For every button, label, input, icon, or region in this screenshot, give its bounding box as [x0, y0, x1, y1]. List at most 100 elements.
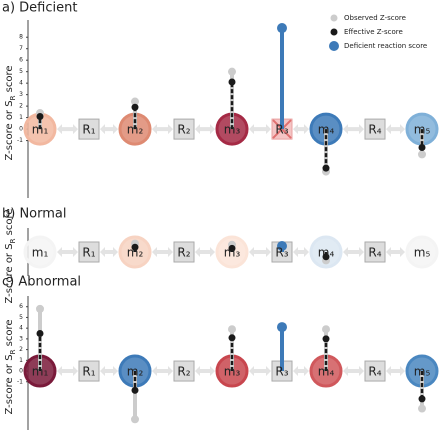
y-axis-label-part: Z-score or S: [4, 243, 15, 303]
double-arrow: [293, 366, 309, 377]
reaction-label: R₃: [275, 365, 288, 379]
y-axis-label-part: score: [4, 65, 15, 95]
double-arrow: [100, 247, 118, 257]
double-arrow: [57, 366, 78, 377]
metabolite-node: [23, 235, 57, 269]
reaction-node: [364, 118, 386, 140]
effective-dot: [228, 334, 236, 342]
effective-dot: [418, 143, 426, 151]
metabolite-label: m₄: [318, 365, 335, 379]
metabolite-label: m₁: [32, 123, 49, 137]
y-tick-label: 8: [19, 34, 23, 41]
y-tick-label: 3: [19, 335, 23, 342]
effective-dot: [228, 244, 236, 252]
y-axis-label-part: R: [9, 349, 17, 354]
reaction-label: R₄: [368, 123, 381, 137]
y-tick-label: 1: [19, 114, 23, 121]
y-tick-label: 5: [19, 314, 23, 321]
y-tick-label: 4: [19, 80, 23, 87]
double-arrow: [249, 366, 271, 377]
y-tick-label: 6: [19, 303, 23, 310]
double-arrow: [249, 124, 271, 135]
double-arrow: [100, 366, 118, 377]
metabolite-label: m₅: [414, 123, 431, 137]
y-tick-label: 5: [19, 68, 23, 75]
y-axis-label-part: R: [9, 238, 17, 243]
y-tick-label: 2: [19, 346, 23, 353]
reaction-node: [78, 241, 100, 263]
reaction-label: R₄: [368, 246, 381, 260]
metabolite-label: m₁: [32, 246, 49, 260]
deficiency-cross: [272, 119, 292, 139]
y-axis-label: Z-score or SR score: [4, 65, 17, 160]
double-arrow: [343, 247, 364, 257]
effective-dot: [418, 395, 426, 403]
observed-dot: [322, 325, 330, 334]
double-arrow: [195, 247, 215, 257]
double-arrow: [100, 124, 118, 135]
reaction-label: R₁: [82, 365, 95, 379]
double-arrow: [152, 366, 173, 377]
metabolite-label: m₃: [224, 365, 241, 379]
deficient-dot: [277, 322, 287, 333]
effective-dot: [131, 243, 139, 251]
effective-dot: [36, 330, 44, 338]
double-arrow: [152, 124, 173, 135]
deficient-dot: [277, 23, 287, 34]
y-axis-label: Z-score or SR score: [4, 208, 17, 303]
observed-dot: [131, 415, 139, 424]
double-arrow: [195, 366, 215, 377]
y-tick-label: 6: [19, 57, 23, 64]
reaction-node: [173, 241, 195, 263]
reaction-label: R₄: [368, 365, 381, 379]
panel-title: c) Abnormal: [2, 275, 81, 290]
reaction-label: R₂: [177, 246, 190, 260]
metabolite-node: [405, 235, 439, 269]
panel-title: b) Normal: [2, 207, 67, 222]
reaction-node: [173, 360, 195, 382]
y-tick-label: 0: [19, 368, 23, 375]
metabolite-label: m₄: [318, 246, 335, 260]
panel-title: a) Deficient: [2, 1, 77, 16]
reaction-label: R₃: [275, 246, 288, 260]
double-arrow: [152, 247, 173, 257]
y-tick-label: 0: [19, 126, 23, 133]
metabolite-label: m₄: [318, 123, 335, 137]
legend-marker: [329, 41, 339, 51]
reaction-label: R₁: [82, 123, 95, 137]
reaction-label: R₁: [82, 246, 95, 260]
metabolite-label: m₂: [127, 365, 144, 379]
y-axis-label-part: R: [9, 95, 17, 100]
reaction-node: [78, 118, 100, 140]
y-axis-label-part: score: [4, 208, 15, 238]
y-axis-label: Z-score or SR score: [4, 319, 17, 414]
double-arrow: [386, 124, 405, 135]
metabolite-label: m₃: [224, 246, 241, 260]
double-arrow: [57, 124, 78, 135]
double-arrow: [293, 247, 309, 257]
effective-dot: [36, 112, 44, 120]
observed-dot: [228, 67, 236, 76]
effective-dot: [131, 386, 139, 394]
y-tick-label: 3: [19, 91, 23, 98]
effective-dot: [228, 78, 236, 86]
legend-marker: [330, 28, 338, 36]
double-arrow: [343, 124, 364, 135]
y-axis-label-part: score: [4, 319, 15, 349]
reaction-label: R₂: [177, 365, 190, 379]
metabolite-label: m₁: [32, 365, 49, 379]
y-tick-label: 2: [19, 103, 23, 110]
reaction-node: [173, 118, 195, 140]
double-arrow: [386, 247, 405, 257]
deficient-dot: [277, 241, 287, 251]
y-tick-label: 7: [19, 45, 23, 52]
observed-dot: [36, 304, 44, 313]
metabolite-label: m₂: [127, 123, 144, 137]
legend-label: Observed Z-score: [344, 14, 406, 22]
effective-dot: [322, 335, 330, 343]
double-arrow: [57, 247, 78, 257]
reaction-node: [364, 360, 386, 382]
legend-marker: [330, 14, 338, 22]
double-arrow: [195, 124, 215, 135]
